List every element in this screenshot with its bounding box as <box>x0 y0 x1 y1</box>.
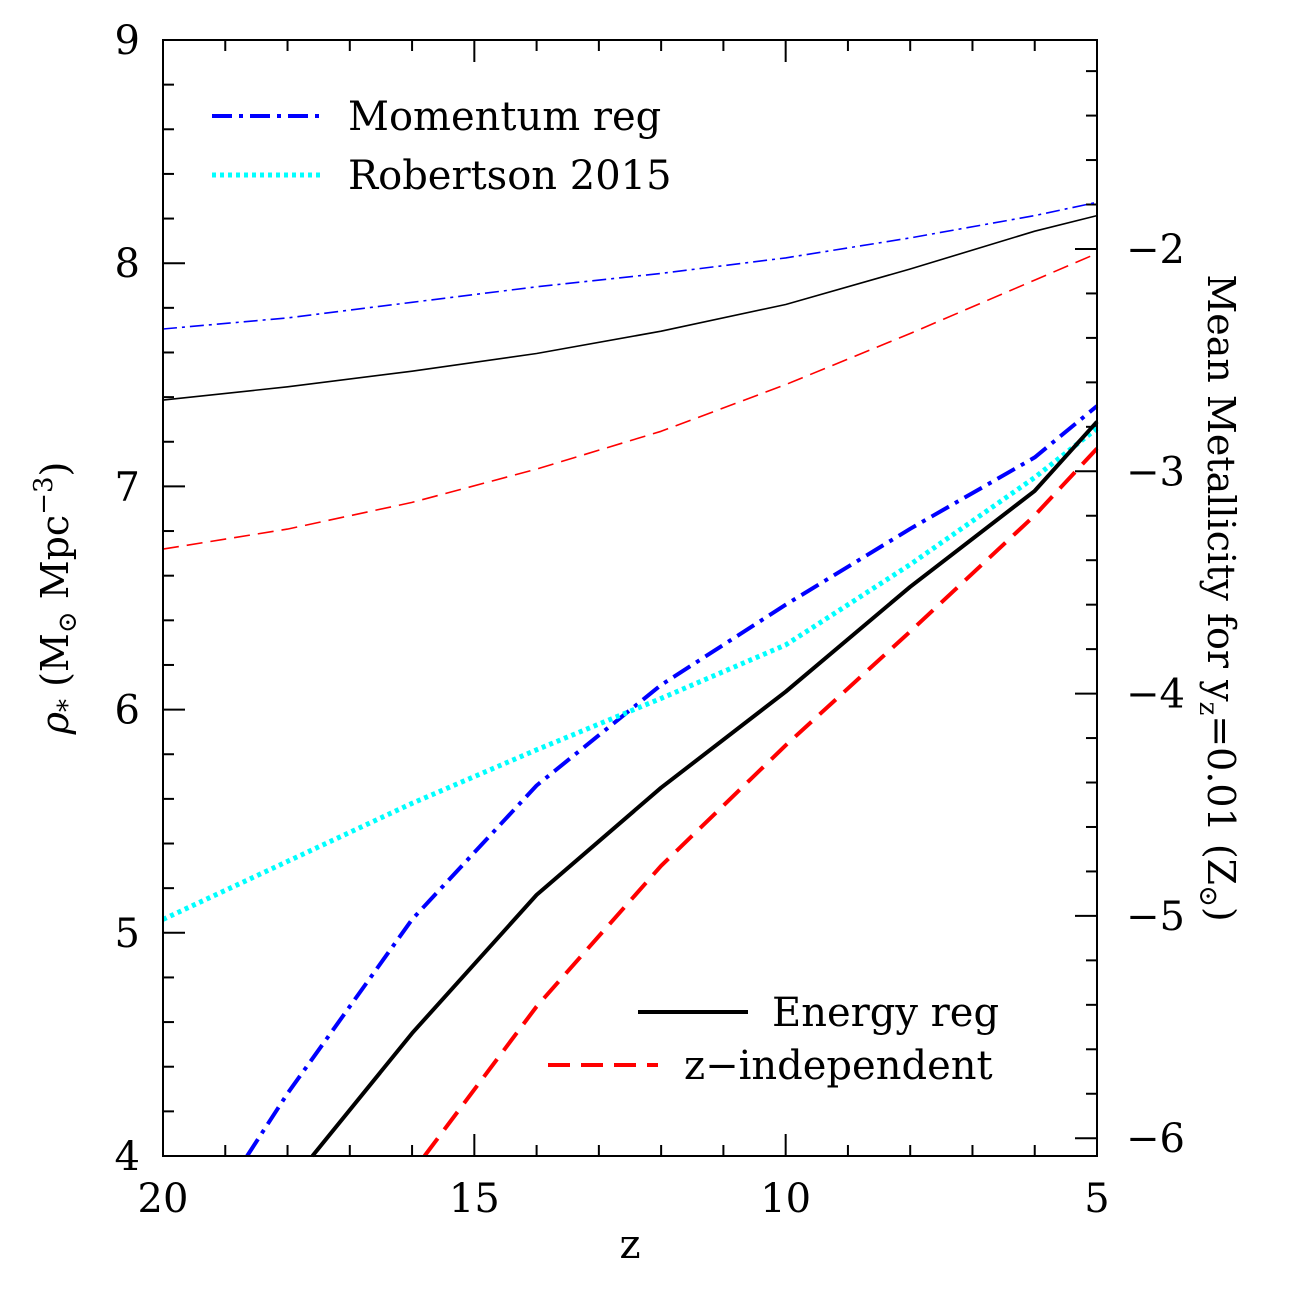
legend-top: Momentum reg Robertson 2015 <box>212 94 672 199</box>
series-lines <box>161 201 1099 1158</box>
x-axis-label: z <box>619 1222 640 1268</box>
y-right-tick-label: −2 <box>1126 227 1185 273</box>
y-right-tick-label: −6 <box>1126 1116 1185 1162</box>
legend-label-robertson: Robertson 2015 <box>348 153 672 199</box>
label-eq: =0.01 (Z <box>1199 715 1243 885</box>
series-z-independent-thick-left <box>422 447 1099 1158</box>
series-momentum-reg-thin-right <box>162 201 1098 330</box>
label-close: ) <box>33 462 77 477</box>
label-main: Mean Metallicity for y <box>1199 274 1243 702</box>
rho-symbol: ρ <box>33 711 77 735</box>
star-subscript: * <box>53 699 83 712</box>
legend-label-zindependent: z−independent <box>684 1043 993 1089</box>
y-right-tick-label: −3 <box>1126 449 1185 495</box>
y-right-tick-label: −4 <box>1126 672 1185 718</box>
series-energy-reg-thick-left <box>310 420 1099 1158</box>
y-left-tick-label: 6 <box>115 688 140 734</box>
x-tick-label: 15 <box>449 1176 500 1222</box>
y-left-tick-label: 4 <box>115 1134 140 1180</box>
x-tick-label: 5 <box>1084 1176 1109 1222</box>
legend-bottom: Energy reg z−independent <box>548 990 999 1089</box>
sun-subscript: ⊙ <box>53 611 83 633</box>
tick-labels: 20 15 10 5 4 5 6 7 8 9 −6 −5 −4 −3 −2 <box>115 18 1185 1222</box>
label-open: (M <box>33 633 77 699</box>
z-subscript: z <box>1193 702 1223 716</box>
y-left-tick-label: 9 <box>115 18 140 64</box>
sun-subscript-right: ⊙ <box>1193 885 1223 907</box>
x-tick-label: 20 <box>138 1176 189 1222</box>
y-left-tick-label: 8 <box>115 241 140 287</box>
series-energy-reg-thin-right <box>162 214 1098 401</box>
y-axis-label-left: ρ* (M⊙ Mpc−3) <box>29 462 83 736</box>
series-robertson-2015-thick-left <box>161 426 1099 922</box>
y-left-tick-label: 5 <box>115 911 140 957</box>
exponent: −3 <box>29 476 59 514</box>
label-close-right: ) <box>1199 907 1243 922</box>
series-z-independent-thin-right <box>162 252 1098 550</box>
y-right-tick-label: −5 <box>1126 894 1185 940</box>
y-axis-label-right: Mean Metallicity for yz=0.01 (Z⊙) <box>1193 274 1243 921</box>
legend-label-momentum: Momentum reg <box>348 94 661 140</box>
y-left-tick-label: 7 <box>115 464 140 510</box>
plot-frame <box>162 39 1098 1157</box>
x-tick-label: 10 <box>760 1176 811 1222</box>
legend-label-energy: Energy reg <box>772 990 999 1036</box>
label-mpc: Mpc <box>33 515 77 612</box>
axis-ticks <box>162 39 1098 1157</box>
